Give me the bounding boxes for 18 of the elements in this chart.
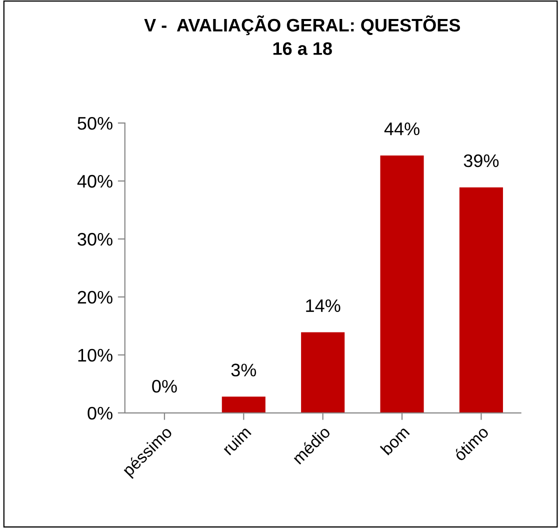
bar [459, 187, 503, 413]
data-label: 0% [152, 380, 177, 393]
y-tick-label: 0% [88, 406, 112, 420]
chart-title: V - AVALIAÇÃO GERAL: QUESTÕES 16 a 18 [144, 15, 460, 55]
bar [301, 332, 345, 413]
y-tick-label: 30% [78, 232, 112, 246]
x-tick-label: ruim [222, 425, 252, 456]
data-label: 3% [231, 364, 256, 376]
y-tick-label: 50% [78, 116, 112, 130]
y-tick-label: 40% [77, 174, 112, 188]
data-label: 44% [384, 122, 420, 136]
y-tick-label: 10% [78, 348, 112, 362]
data-label: 14% [306, 299, 340, 312]
data-label: 39% [464, 154, 499, 168]
bar [222, 396, 266, 413]
bar [380, 155, 424, 413]
x-tick-label: bom [380, 425, 410, 456]
y-tick-label: 20% [78, 290, 112, 304]
